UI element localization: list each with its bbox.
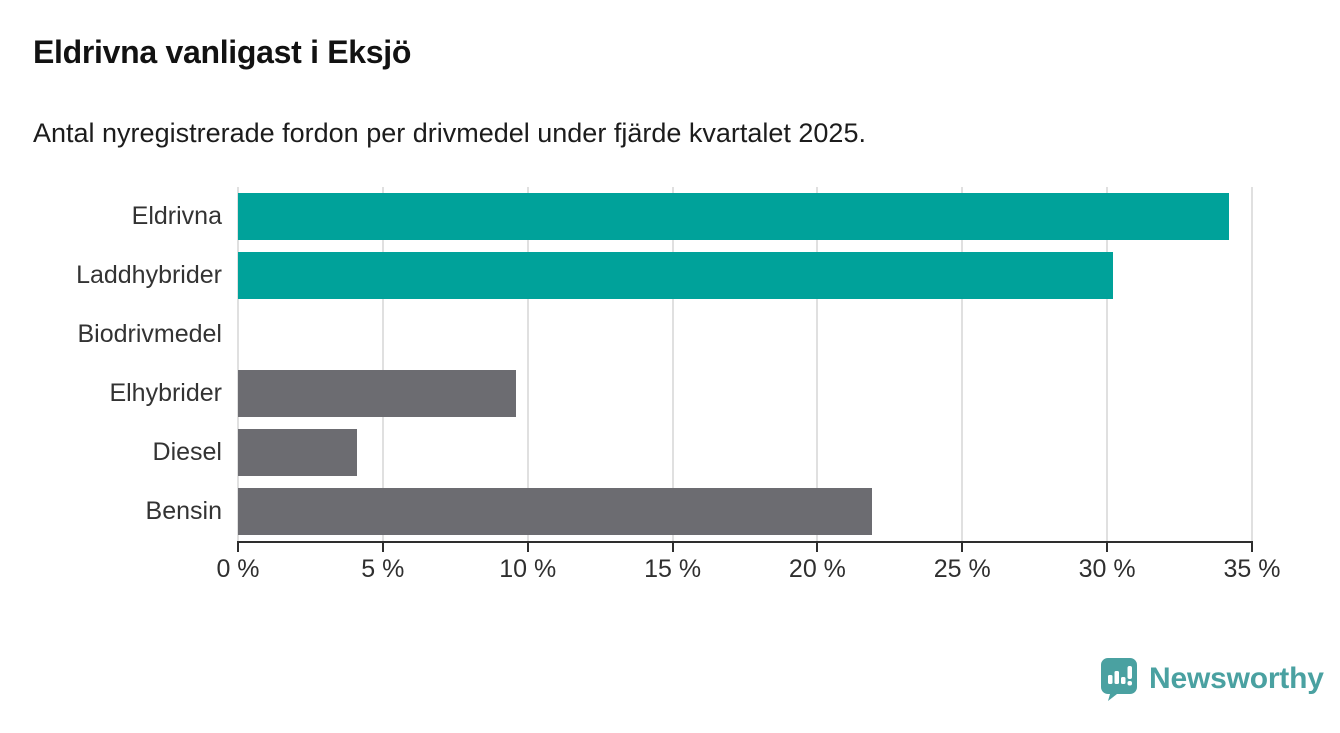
x-tick-mark-30pct [1106, 543, 1109, 552]
chart-subtitle: Antal nyregistrerade fordon per drivmede… [33, 118, 866, 148]
bar-diesel [238, 429, 357, 476]
x-tick-mark-15pct [671, 543, 674, 552]
x-tick-mark-20pct [816, 543, 819, 552]
x-tick-label-20pct: 20 % [788, 555, 846, 583]
category-label-diesel: Diesel [152, 438, 222, 466]
bar-elhybrider [238, 370, 517, 417]
gridline-15pct [671, 187, 674, 541]
x-tick-label-15pct: 15 % [644, 555, 702, 583]
x-tick-mark-5pct [381, 543, 384, 552]
gridline-35pct [1251, 187, 1253, 541]
gridline-10pct [526, 187, 529, 541]
gridline-25pct [961, 187, 964, 541]
category-label-elhybrider: Elhybrider [109, 379, 222, 407]
x-tick-mark-25pct [961, 543, 964, 552]
brand-name: Newsworthy [1149, 662, 1324, 695]
x-axis-line [237, 541, 1253, 543]
x-tick-mark-10pct [526, 543, 529, 552]
x-tick-label-30pct: 30 % [1078, 555, 1136, 583]
bar-bensin [238, 488, 873, 535]
newsworthy-speech-bubble-chart-icon [1101, 658, 1137, 701]
gridline-30pct [1106, 187, 1109, 541]
category-label-laddhybrider: Laddhybrider [76, 261, 222, 289]
brand-logo: Newsworthy [1100, 656, 1324, 702]
gridline-5pct [381, 187, 384, 541]
x-tick-label-25pct: 25 % [933, 555, 991, 583]
category-label-eldrivna: Eldrivna [131, 202, 222, 230]
chart-title: Eldrivna vanligast i Eksjö [33, 34, 412, 70]
gridline-20pct [816, 187, 819, 541]
x-tick-label-35pct: 35 % [1223, 555, 1281, 583]
x-tick-mark-0pct [237, 543, 239, 552]
bar-laddhybrider [238, 252, 1113, 299]
x-tick-label-5pct: 5 % [361, 555, 405, 583]
y-axis-category-labels: Eldrivna Laddhybrider Biodrivmedel Elhybrid… [0, 187, 222, 541]
category-label-bensin: Bensin [145, 497, 222, 525]
category-label-biodrivmedel: Biodrivmedel [77, 320, 222, 348]
bar-eldrivna [238, 193, 1229, 240]
x-tick-label-10pct: 10 % [499, 555, 557, 583]
x-tick-mark-35pct [1251, 543, 1253, 552]
plot-area [237, 187, 1253, 541]
gridline-0pct [237, 187, 239, 541]
x-tick-label-0pct: 0 % [216, 555, 260, 583]
